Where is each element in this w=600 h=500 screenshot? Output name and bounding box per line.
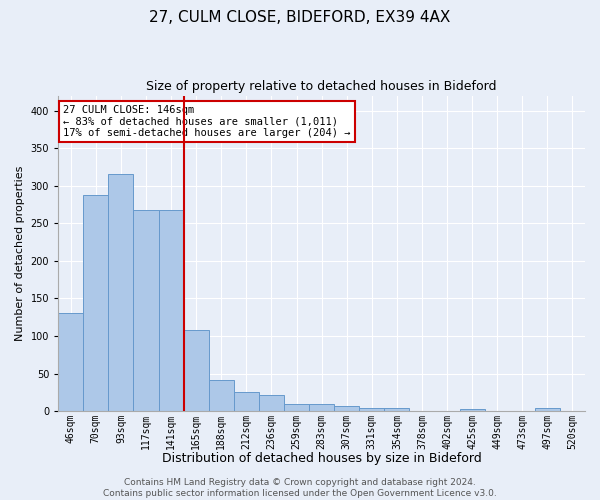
Bar xyxy=(109,174,133,411)
X-axis label: Distribution of detached houses by size in Bideford: Distribution of detached houses by size … xyxy=(162,452,481,465)
Bar xyxy=(234,392,259,411)
Text: 27, CULM CLOSE, BIDEFORD, EX39 4AX: 27, CULM CLOSE, BIDEFORD, EX39 4AX xyxy=(149,10,451,25)
Bar xyxy=(83,195,109,411)
Bar xyxy=(284,404,309,411)
Text: 27 CULM CLOSE: 146sqm
← 83% of detached houses are smaller (1,011)
17% of semi-d: 27 CULM CLOSE: 146sqm ← 83% of detached … xyxy=(64,105,351,138)
Bar xyxy=(309,404,334,411)
Bar xyxy=(535,408,560,411)
Bar xyxy=(133,210,158,411)
Bar xyxy=(460,409,485,411)
Bar xyxy=(58,314,83,411)
Y-axis label: Number of detached properties: Number of detached properties xyxy=(15,166,25,341)
Bar xyxy=(158,210,184,411)
Bar xyxy=(259,394,284,411)
Bar xyxy=(334,406,359,411)
Bar xyxy=(385,408,409,411)
Text: Contains HM Land Registry data © Crown copyright and database right 2024.
Contai: Contains HM Land Registry data © Crown c… xyxy=(103,478,497,498)
Bar xyxy=(184,330,209,411)
Bar xyxy=(209,380,234,411)
Title: Size of property relative to detached houses in Bideford: Size of property relative to detached ho… xyxy=(146,80,497,93)
Bar xyxy=(359,408,385,411)
